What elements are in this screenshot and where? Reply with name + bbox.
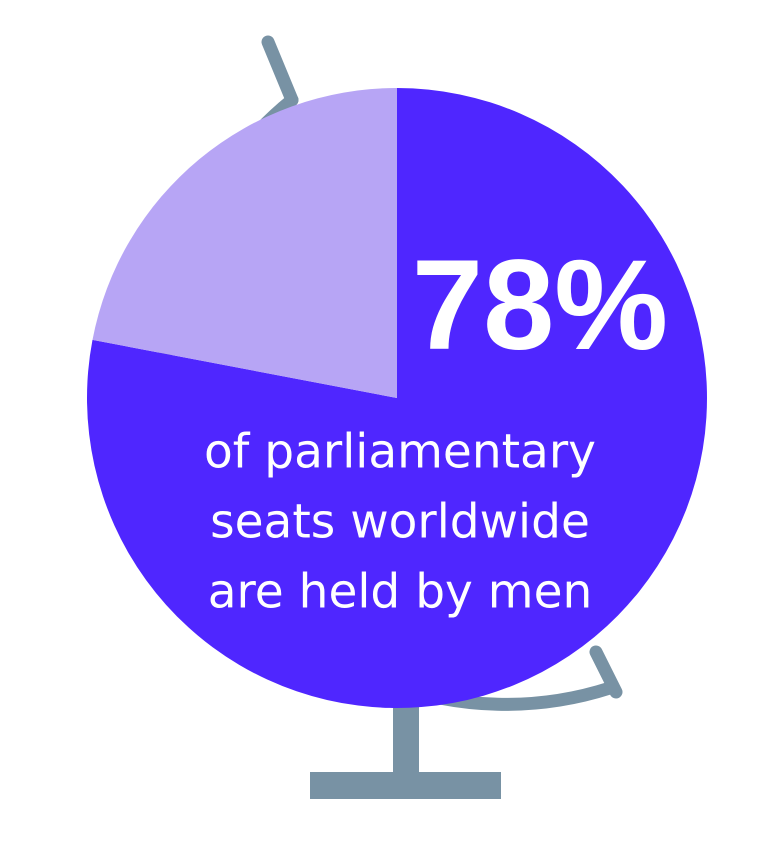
annotation: are held by men (208, 565, 593, 620)
pie-slice (92, 88, 397, 398)
stand-top (261, 35, 299, 107)
stand-stem (393, 700, 419, 776)
stand-bottom (589, 645, 623, 699)
value-label: 78% (412, 234, 668, 377)
annotation: seats worldwide (210, 495, 590, 550)
pie (86, 88, 707, 708)
annotation: of parliamentary (204, 425, 596, 480)
pie-slice (86, 88, 707, 708)
stand-base (310, 772, 501, 799)
